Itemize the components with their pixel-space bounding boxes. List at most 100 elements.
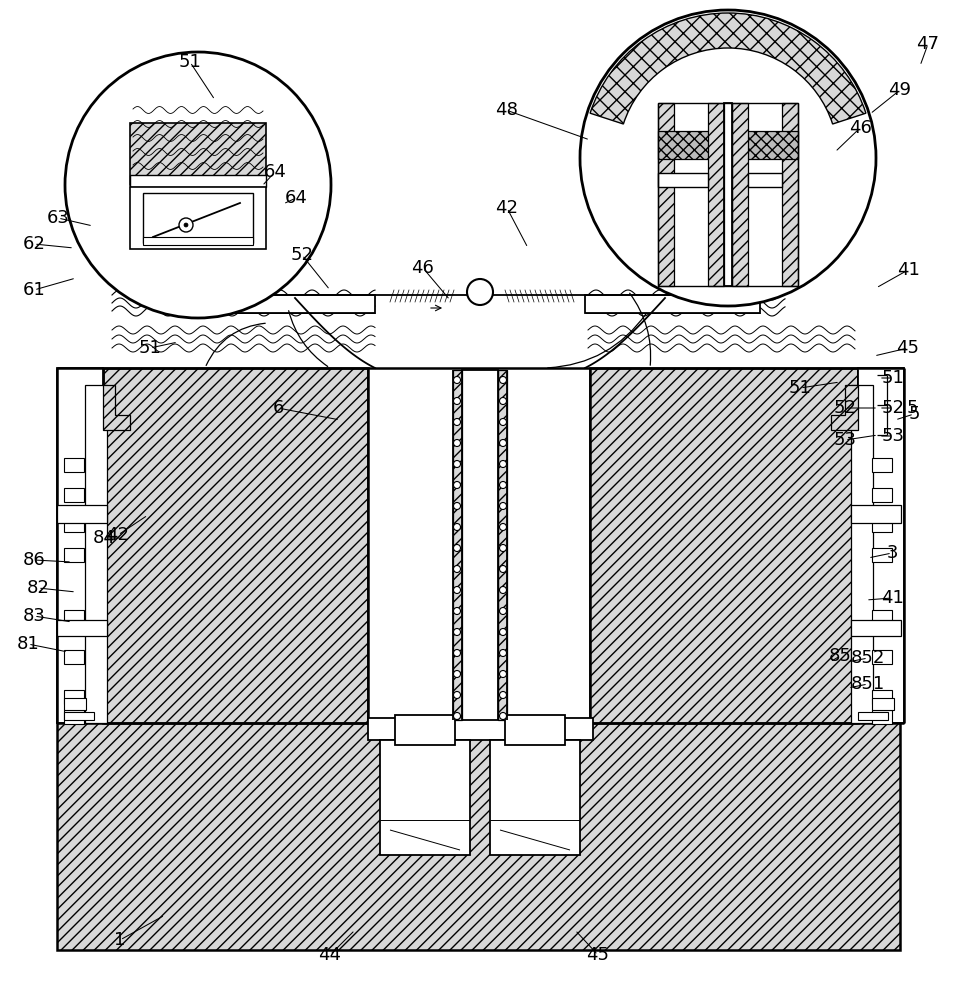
Bar <box>724 103 732 286</box>
Bar <box>872 518 892 532</box>
Bar <box>462 370 498 720</box>
Circle shape <box>454 397 460 404</box>
Circle shape <box>500 418 506 426</box>
Text: 46: 46 <box>412 259 434 277</box>
Circle shape <box>184 223 188 227</box>
Circle shape <box>454 670 460 678</box>
Circle shape <box>500 440 506 446</box>
Text: 51: 51 <box>139 339 162 357</box>
Text: 83: 83 <box>23 607 45 625</box>
Bar <box>64 488 84 502</box>
Bar <box>57 368 103 723</box>
Bar <box>872 698 894 710</box>
Text: 51: 51 <box>881 369 904 387</box>
Bar <box>658 173 708 187</box>
Text: 86: 86 <box>23 551 45 569</box>
Bar <box>505 715 565 745</box>
Text: 42: 42 <box>496 199 519 217</box>
Bar <box>64 650 84 664</box>
Bar <box>200 295 375 313</box>
Bar <box>64 698 86 710</box>
Circle shape <box>500 670 506 678</box>
Text: 47: 47 <box>917 35 940 53</box>
Circle shape <box>500 460 506 468</box>
Circle shape <box>500 502 506 510</box>
Circle shape <box>454 460 460 468</box>
Circle shape <box>454 586 460 593</box>
Bar <box>858 368 904 723</box>
Bar <box>103 368 368 723</box>
Text: 3: 3 <box>886 544 898 562</box>
Text: 5: 5 <box>906 399 918 417</box>
Circle shape <box>454 376 460 383</box>
Circle shape <box>500 712 506 720</box>
Circle shape <box>454 692 460 698</box>
Bar <box>732 103 748 286</box>
Circle shape <box>454 566 460 572</box>
Text: 49: 49 <box>888 81 911 99</box>
Text: 53: 53 <box>881 427 904 445</box>
Bar <box>872 488 892 502</box>
Circle shape <box>454 712 460 720</box>
Bar <box>858 712 888 720</box>
Circle shape <box>500 650 506 656</box>
Bar <box>64 610 84 624</box>
Text: 62: 62 <box>23 235 45 253</box>
Circle shape <box>500 524 506 530</box>
Bar <box>64 548 84 562</box>
Bar <box>64 518 84 532</box>
Text: 64: 64 <box>284 189 307 207</box>
Bar <box>143 237 253 245</box>
Text: 51: 51 <box>179 53 201 71</box>
Bar <box>130 123 266 185</box>
Bar <box>851 385 873 723</box>
Circle shape <box>500 586 506 593</box>
Bar <box>498 370 507 720</box>
Circle shape <box>454 482 460 488</box>
Bar <box>585 295 760 313</box>
Bar <box>872 710 892 724</box>
Text: 852: 852 <box>851 649 885 667</box>
Circle shape <box>454 607 460 614</box>
Bar <box>395 715 455 745</box>
Circle shape <box>467 279 493 305</box>
Bar <box>851 505 901 523</box>
Bar <box>658 131 798 159</box>
Bar <box>57 505 107 523</box>
Bar <box>130 175 266 187</box>
Circle shape <box>454 650 460 656</box>
Bar <box>590 368 858 723</box>
Text: 6: 6 <box>273 399 283 417</box>
Bar <box>57 722 900 950</box>
Bar <box>748 173 782 187</box>
Bar <box>490 740 580 855</box>
Text: 45: 45 <box>587 946 610 964</box>
Text: 82: 82 <box>27 579 50 597</box>
Bar <box>872 650 892 664</box>
Bar <box>85 385 107 723</box>
Bar <box>872 548 892 562</box>
Bar <box>130 187 266 249</box>
Circle shape <box>500 397 506 404</box>
Text: 45: 45 <box>897 339 920 357</box>
Circle shape <box>454 502 460 510</box>
Bar <box>380 740 470 855</box>
Bar <box>872 690 892 704</box>
Circle shape <box>500 376 506 383</box>
Text: 85: 85 <box>829 647 852 665</box>
Bar <box>368 718 593 740</box>
Circle shape <box>500 544 506 552</box>
Text: 63: 63 <box>47 209 70 227</box>
Circle shape <box>454 418 460 426</box>
Text: 851: 851 <box>851 675 885 693</box>
Text: 46: 46 <box>849 119 872 137</box>
Text: 53: 53 <box>834 431 857 449</box>
Wedge shape <box>590 13 866 124</box>
Text: 44: 44 <box>319 946 342 964</box>
Text: 64: 64 <box>263 163 286 181</box>
Circle shape <box>500 607 506 614</box>
Bar <box>872 610 892 624</box>
Bar <box>64 458 84 472</box>
Text: 52: 52 <box>881 399 904 417</box>
Bar <box>453 370 462 720</box>
